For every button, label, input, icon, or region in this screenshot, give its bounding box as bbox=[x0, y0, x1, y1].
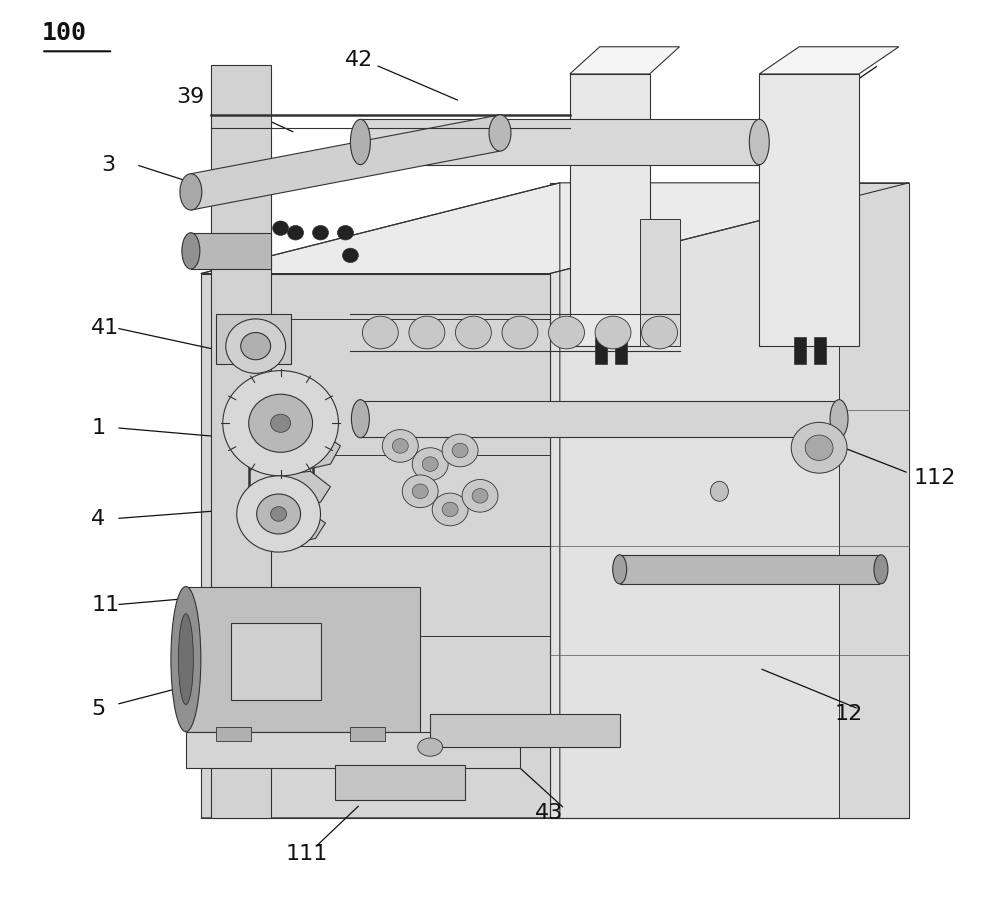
Text: 39: 39 bbox=[176, 86, 204, 106]
Circle shape bbox=[455, 316, 491, 349]
Polygon shape bbox=[640, 219, 680, 346]
Polygon shape bbox=[360, 119, 759, 165]
Circle shape bbox=[288, 226, 304, 240]
Circle shape bbox=[642, 316, 678, 349]
Circle shape bbox=[472, 489, 488, 503]
Circle shape bbox=[402, 475, 438, 508]
Polygon shape bbox=[231, 622, 320, 700]
Circle shape bbox=[452, 443, 468, 458]
Polygon shape bbox=[263, 471, 330, 510]
Ellipse shape bbox=[489, 115, 511, 151]
Circle shape bbox=[313, 226, 328, 240]
Polygon shape bbox=[201, 274, 550, 818]
Polygon shape bbox=[360, 400, 839, 437]
Ellipse shape bbox=[178, 613, 193, 704]
Polygon shape bbox=[615, 337, 627, 364]
Text: 3: 3 bbox=[101, 155, 115, 175]
Polygon shape bbox=[570, 74, 650, 346]
Text: 2: 2 bbox=[859, 50, 873, 70]
Circle shape bbox=[462, 480, 498, 512]
Circle shape bbox=[249, 394, 313, 452]
Ellipse shape bbox=[351, 399, 369, 438]
Polygon shape bbox=[814, 337, 826, 364]
Circle shape bbox=[337, 226, 353, 240]
Ellipse shape bbox=[830, 399, 848, 438]
Circle shape bbox=[442, 434, 478, 467]
Circle shape bbox=[382, 430, 418, 462]
Ellipse shape bbox=[418, 738, 443, 756]
Circle shape bbox=[342, 248, 358, 263]
Ellipse shape bbox=[710, 481, 728, 501]
Circle shape bbox=[409, 316, 445, 349]
Polygon shape bbox=[839, 183, 909, 818]
Polygon shape bbox=[620, 555, 879, 584]
Polygon shape bbox=[263, 510, 325, 546]
Polygon shape bbox=[186, 587, 420, 732]
Circle shape bbox=[241, 332, 271, 359]
Polygon shape bbox=[191, 233, 271, 269]
Ellipse shape bbox=[171, 587, 201, 732]
Ellipse shape bbox=[182, 233, 200, 269]
Circle shape bbox=[432, 493, 468, 526]
Text: 1: 1 bbox=[91, 418, 105, 438]
Circle shape bbox=[223, 370, 338, 476]
Circle shape bbox=[392, 439, 408, 453]
Text: 111: 111 bbox=[286, 844, 328, 864]
Text: 4: 4 bbox=[91, 509, 105, 529]
Polygon shape bbox=[759, 74, 859, 346]
Polygon shape bbox=[794, 337, 806, 364]
Circle shape bbox=[412, 448, 448, 480]
Circle shape bbox=[257, 494, 301, 534]
Ellipse shape bbox=[749, 119, 769, 165]
Text: 43: 43 bbox=[535, 804, 563, 824]
Polygon shape bbox=[201, 183, 909, 274]
Text: 11: 11 bbox=[91, 595, 119, 614]
Polygon shape bbox=[191, 115, 500, 210]
Circle shape bbox=[412, 484, 428, 499]
Text: 5: 5 bbox=[91, 699, 105, 719]
Text: 12: 12 bbox=[834, 703, 862, 723]
Polygon shape bbox=[430, 713, 620, 747]
Ellipse shape bbox=[180, 174, 202, 210]
Circle shape bbox=[226, 318, 286, 373]
Circle shape bbox=[442, 502, 458, 517]
Polygon shape bbox=[211, 65, 271, 818]
Polygon shape bbox=[550, 183, 909, 818]
Polygon shape bbox=[335, 765, 465, 800]
Circle shape bbox=[791, 422, 847, 473]
Polygon shape bbox=[759, 46, 899, 74]
Circle shape bbox=[502, 316, 538, 349]
Text: 42: 42 bbox=[345, 50, 374, 70]
Circle shape bbox=[805, 435, 833, 460]
Circle shape bbox=[549, 316, 584, 349]
Circle shape bbox=[422, 457, 438, 471]
Text: 100: 100 bbox=[41, 21, 86, 46]
Circle shape bbox=[362, 316, 398, 349]
Ellipse shape bbox=[874, 555, 888, 584]
Polygon shape bbox=[186, 732, 520, 768]
Polygon shape bbox=[350, 727, 385, 741]
Text: 112: 112 bbox=[914, 468, 956, 488]
Polygon shape bbox=[216, 727, 251, 741]
Polygon shape bbox=[595, 337, 607, 364]
Circle shape bbox=[271, 414, 291, 432]
Polygon shape bbox=[570, 46, 680, 74]
Polygon shape bbox=[216, 314, 291, 364]
Circle shape bbox=[273, 221, 289, 236]
Ellipse shape bbox=[613, 555, 627, 584]
Ellipse shape bbox=[350, 119, 370, 165]
Circle shape bbox=[237, 476, 321, 552]
Circle shape bbox=[595, 316, 631, 349]
Circle shape bbox=[271, 507, 287, 521]
Polygon shape bbox=[263, 432, 340, 473]
Text: 41: 41 bbox=[91, 318, 119, 338]
